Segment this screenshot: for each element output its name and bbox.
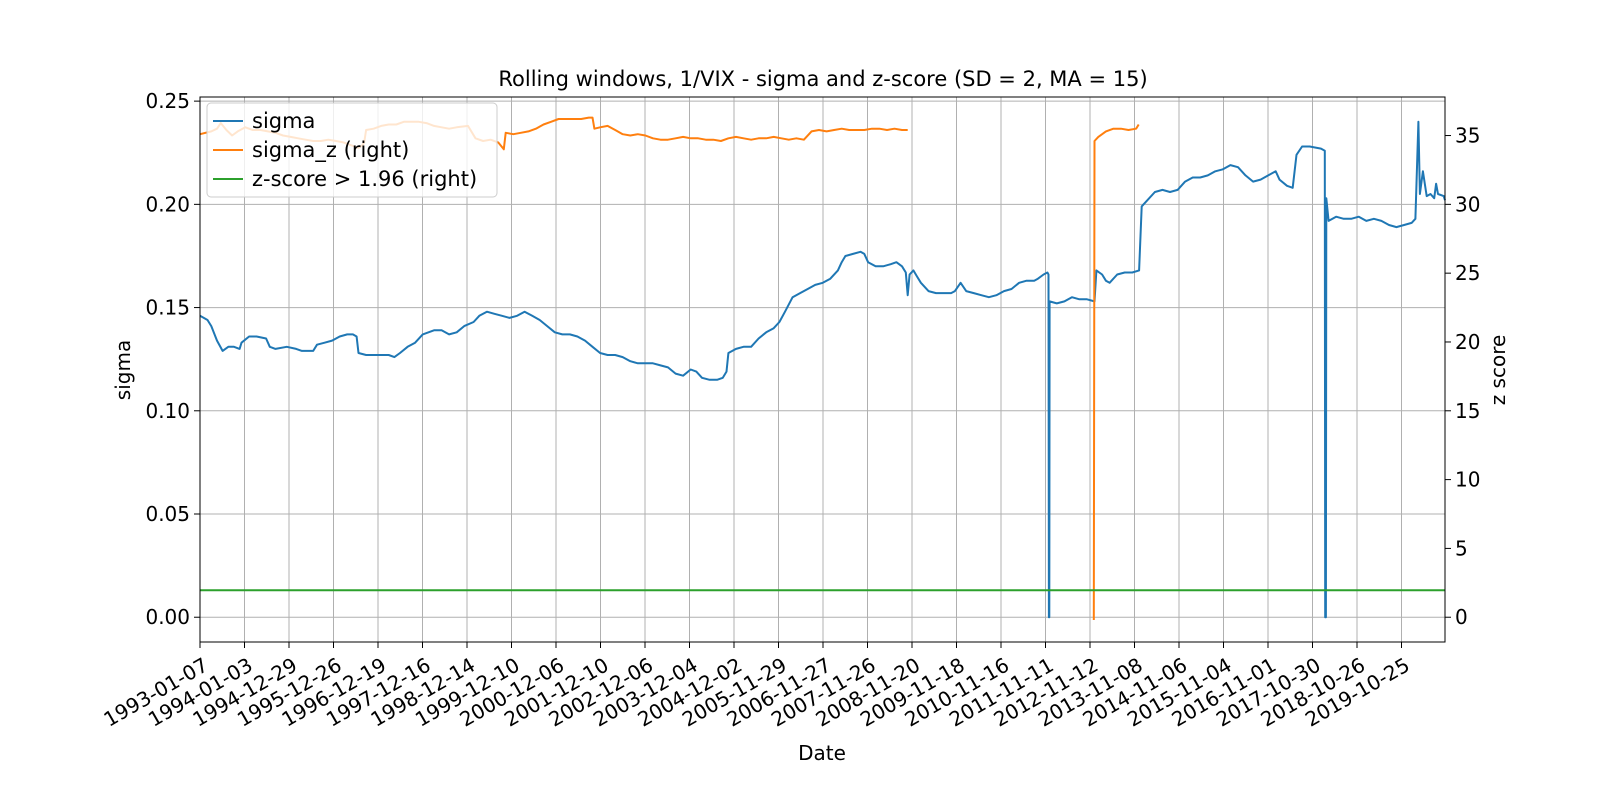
x-axis: 1993-01-071994-01-031994-12-291995-12-26…	[99, 642, 1414, 732]
legend: sigma sigma_z (right) z-score > 1.96 (righ…	[206, 102, 498, 198]
y-axis-left-label: sigma	[111, 340, 135, 400]
y-right-tick-label: 20	[1455, 330, 1480, 354]
series-sigma	[199, 120, 1446, 619]
legend-entry: sigma	[252, 109, 315, 133]
legend-entry: z-score > 1.96 (right)	[252, 167, 477, 191]
y-left-tick-label: 0.25	[145, 89, 190, 113]
y-axis-right-label: z score	[1486, 335, 1510, 406]
y-right-tick-label: 10	[1455, 468, 1480, 492]
y-right-tick-label: 35	[1455, 124, 1480, 148]
y-left-tick-label: 0.05	[145, 502, 190, 526]
y-right-tick-label: 0	[1455, 605, 1468, 629]
y-right-tick-label: 25	[1455, 261, 1480, 285]
legend-box	[206, 102, 498, 198]
y-left-tick-label: 0.15	[145, 296, 190, 320]
series-layer	[199, 116, 1446, 621]
y-right-tick-label: 5	[1455, 536, 1468, 560]
y-axis-left: 0.00 0.05 0.10 0.15 0.20 0.25	[145, 89, 200, 629]
y-right-tick-label: 15	[1455, 399, 1480, 423]
legend-entry: sigma_z (right)	[252, 138, 409, 163]
y-axis-right: 0 5 10 15 20 25 30 35	[1445, 124, 1480, 629]
chart-title: Rolling windows, 1/VIX - sigma and z-sco…	[498, 67, 1147, 91]
y-right-tick-label: 30	[1455, 192, 1480, 216]
y-left-tick-label: 0.20	[145, 192, 190, 216]
y-left-tick-label: 0.00	[145, 605, 190, 629]
y-left-tick-label: 0.10	[145, 399, 190, 423]
x-axis-label: Date	[798, 741, 846, 765]
